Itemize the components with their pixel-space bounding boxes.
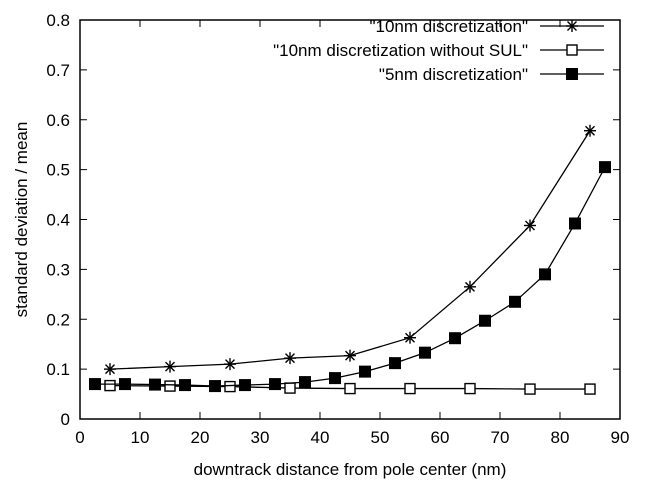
data-point-star <box>566 20 578 32</box>
data-point-filled-square <box>209 380 221 393</box>
data-point-open-square <box>584 383 596 395</box>
data-point-filled-square <box>299 376 311 389</box>
legend-label: "10nm discretization" <box>369 17 528 36</box>
legend-label: "5nm discretization" <box>379 65 528 84</box>
legend-entry: "5nm discretization" <box>379 65 604 84</box>
data-point-filled-square <box>329 372 341 385</box>
data-point-filled-square <box>449 332 461 345</box>
x-tick-label: 30 <box>251 428 270 447</box>
y-tick-label: 0.3 <box>46 260 70 279</box>
data-point-open-square <box>566 44 578 56</box>
series-filled-square <box>89 161 611 393</box>
legend-entry: "10nm discretization without SUL" <box>273 41 604 60</box>
data-point-filled-square <box>359 365 371 378</box>
x-tick-label: 70 <box>491 428 510 447</box>
data-point-open-square <box>464 382 476 395</box>
series-star <box>104 124 596 376</box>
y-tick-label: 0.6 <box>46 111 70 130</box>
data-point-star <box>104 363 116 376</box>
y-tick-label: 0.1 <box>46 360 70 379</box>
y-tick-label: 0.2 <box>46 310 70 329</box>
data-point-star <box>404 331 416 344</box>
data-point-open-square <box>344 382 356 395</box>
data-point-filled-square <box>119 378 131 391</box>
data-point-star <box>164 360 176 373</box>
data-point-filled-square <box>389 357 401 370</box>
x-tick-label: 50 <box>371 428 390 447</box>
x-tick-label: 0 <box>75 428 84 447</box>
x-tick-label: 90 <box>611 428 630 447</box>
y-tick-label: 0.7 <box>46 61 70 80</box>
data-point-filled-square <box>179 379 191 392</box>
data-point-filled-square <box>269 378 281 391</box>
legend: "10nm discretization" "10nm discretizatio… <box>273 17 604 84</box>
data-point-filled-square <box>599 161 611 174</box>
x-axis-label: downtrack distance from pole center (nm) <box>194 460 507 479</box>
plot-frame <box>79 19 621 420</box>
x-tick-label: 40 <box>311 428 330 447</box>
y-tick-label: 0.4 <box>46 211 70 230</box>
y-tick-label: 0.8 <box>46 11 70 30</box>
data-point-star <box>524 219 536 232</box>
data-point-filled-square <box>419 346 431 359</box>
data-point-open-square <box>284 382 296 394</box>
plot-series <box>89 124 611 395</box>
data-point-filled-square <box>239 379 251 392</box>
data-point-open-square <box>404 382 416 395</box>
x-tick-label: 80 <box>551 428 570 447</box>
data-point-open-square <box>224 380 236 393</box>
data-point-filled-square <box>539 268 551 281</box>
data-point-filled-square <box>149 378 161 391</box>
data-point-open-square <box>104 379 116 392</box>
y-tick-label: 0 <box>61 410 70 429</box>
x-tick-label: 10 <box>131 428 150 447</box>
data-point-filled-square <box>509 295 521 308</box>
data-point-open-square <box>524 383 536 395</box>
y-axis-label: standard deviation / mean <box>12 122 31 318</box>
data-point-filled-square <box>569 217 581 230</box>
data-point-open-square <box>164 380 176 392</box>
data-point-star <box>584 124 596 137</box>
series-line <box>109 130 591 370</box>
data-point-filled-square <box>89 378 101 391</box>
series-open-square <box>104 379 596 395</box>
data-point-filled-square <box>479 314 491 327</box>
data-point-star <box>284 352 296 365</box>
x-tick-label: 60 <box>431 428 450 447</box>
data-point-filled-square <box>566 68 578 80</box>
y-tick-label: 0.5 <box>46 161 70 180</box>
legend-entry: "10nm discretization" <box>369 17 604 36</box>
y-axis-ticks: 0 0.1 0.2 0.3 0.4 0.5 0.6 0.7 0.8 <box>46 11 620 429</box>
data-point-star <box>224 358 236 371</box>
x-tick-label: 20 <box>191 428 210 447</box>
data-point-star <box>344 349 356 362</box>
data-point-star <box>464 280 476 293</box>
x-axis-ticks: 0 10 20 30 40 50 60 70 80 90 <box>75 20 629 447</box>
legend-label: "10nm discretization without SUL" <box>273 41 528 60</box>
